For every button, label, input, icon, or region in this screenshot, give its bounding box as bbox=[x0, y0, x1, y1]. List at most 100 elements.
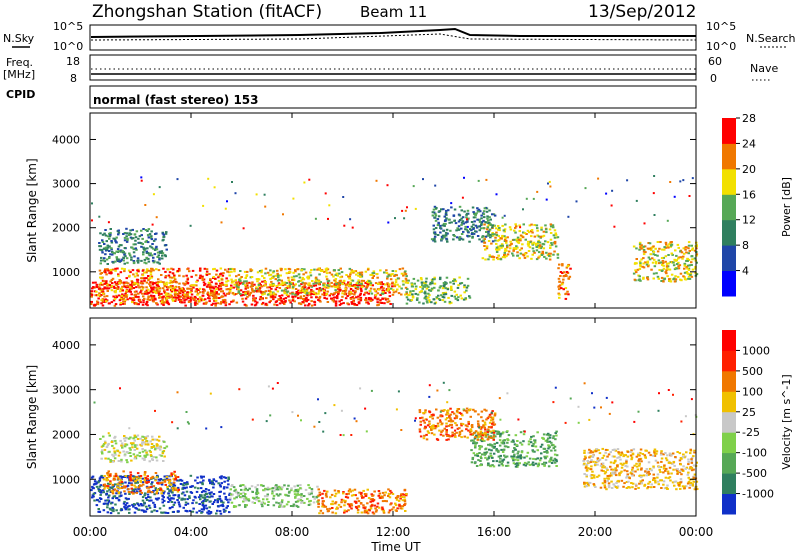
panel1-scatter-cell bbox=[346, 283, 349, 285]
panel1-scatter-cell bbox=[386, 276, 389, 278]
panel1-scatter-cell bbox=[158, 290, 161, 292]
panel1-scatter-cell bbox=[372, 277, 375, 279]
panel2-scatter-cell bbox=[689, 467, 692, 469]
panel2-scatter-cell bbox=[628, 487, 631, 489]
panel1-scatter-cell bbox=[182, 275, 185, 277]
panel1-scatter-cell bbox=[100, 260, 103, 262]
panel1-sparse-cell bbox=[264, 206, 266, 208]
panel1-scatter-cell bbox=[189, 288, 192, 290]
panel2-scatter-cell bbox=[190, 491, 193, 493]
panel1-scatter-cell bbox=[265, 268, 268, 270]
panel2-scatter-cell bbox=[503, 449, 506, 451]
panel1-scatter-cell bbox=[233, 284, 236, 286]
panel1-scatter-cell bbox=[208, 300, 211, 302]
panel2-scatter-cell bbox=[153, 485, 156, 487]
panel1-sparse-cell bbox=[152, 224, 154, 226]
panel1-scatter-cell bbox=[326, 291, 329, 293]
panel2-scatter-cell bbox=[200, 512, 203, 514]
panel2-scatter-cell bbox=[151, 458, 154, 460]
panel1-scatter-cell bbox=[111, 282, 114, 284]
panel1-scatter-cell bbox=[663, 268, 666, 270]
panel2-scatter-cell bbox=[550, 450, 553, 452]
panel1-scatter-cell bbox=[126, 262, 129, 264]
panel2-scatter-cell bbox=[511, 441, 513, 443]
panel1-scatter-cell bbox=[407, 280, 410, 282]
panel2-scatter-cell bbox=[128, 491, 131, 493]
panel1-scatter-cell bbox=[445, 235, 448, 237]
panel2-scatter-cell bbox=[342, 492, 345, 494]
panel1-scatter-cell bbox=[357, 296, 360, 298]
panel1-scatter-cell bbox=[671, 274, 674, 276]
panel2-scatter-cell bbox=[604, 486, 607, 488]
panel2-scatter-cell bbox=[150, 454, 153, 456]
panel1-scatter-cell bbox=[434, 236, 437, 238]
panel1-scatter-cell bbox=[171, 277, 174, 279]
panel2-scatter-cell bbox=[508, 434, 511, 436]
panel1-scatter-cell bbox=[421, 282, 424, 284]
panel2-scatter-cell bbox=[532, 435, 535, 437]
panel1-scatter-cell bbox=[154, 233, 157, 235]
panel1-scatter-cell bbox=[683, 253, 686, 255]
panel1-scatter-cell bbox=[457, 284, 460, 286]
panel1-scatter-cell bbox=[492, 224, 495, 226]
panel1-scatter-cell bbox=[175, 281, 178, 283]
panel1-scatter-cell bbox=[555, 245, 558, 247]
panel1-scatter-cell bbox=[520, 235, 523, 237]
panel1-scatter-cell bbox=[504, 248, 507, 250]
panel1-scatter-cell bbox=[304, 286, 307, 288]
panel1-scatter-cell bbox=[674, 275, 677, 277]
panel1-scatter-cell bbox=[478, 209, 481, 211]
panel2-scatter-cell bbox=[190, 475, 193, 477]
panel1-scatter-cell bbox=[455, 229, 458, 231]
panel1-scatter-cell bbox=[151, 238, 154, 240]
panel1-scatter-cell bbox=[246, 282, 249, 284]
panel2-scatter-cell bbox=[223, 493, 226, 495]
panel1-scatter-cell bbox=[147, 289, 150, 291]
panel2-scatter-cell bbox=[108, 495, 111, 497]
panel2-scatter-cell bbox=[107, 487, 110, 489]
panel1-scatter-cell bbox=[395, 281, 398, 283]
panel1-scatter-cell bbox=[513, 239, 516, 241]
panel1-scatter-cell bbox=[341, 296, 344, 298]
panel1-scatter-cell bbox=[121, 250, 124, 252]
panel1-scatter-cell bbox=[439, 225, 442, 227]
panel2-scatter-cell bbox=[543, 448, 546, 450]
panel1-scatter-cell bbox=[401, 273, 404, 275]
panel1-scatter-cell bbox=[232, 300, 235, 302]
panel2-scatter-cell bbox=[267, 501, 270, 503]
panel2-scatter-cell bbox=[132, 492, 135, 494]
panel2-scatter-cell bbox=[283, 505, 286, 507]
panel1-scatter-cell bbox=[281, 280, 284, 282]
panel1-scatter-cell bbox=[504, 237, 507, 239]
panel1-scatter-cell bbox=[199, 296, 202, 298]
panel1-scatter-cell bbox=[490, 219, 493, 221]
panel2-scatter-cell bbox=[127, 509, 130, 511]
panel1-scatter-cell bbox=[151, 297, 154, 299]
panel1-scatter-cell bbox=[246, 271, 249, 273]
panel2-scatter-cell bbox=[638, 465, 641, 467]
panel1-scatter-cell bbox=[552, 254, 555, 256]
panel1-scatter-cell bbox=[657, 241, 660, 243]
panel2-scatter-cell bbox=[152, 446, 155, 448]
panel1-scatter-cell bbox=[346, 295, 349, 297]
panel2-scatter-cell bbox=[647, 483, 650, 485]
panel2-scatter-cell bbox=[202, 490, 205, 492]
panel1-scatter-cell bbox=[469, 228, 472, 230]
panel2-scatter-cell bbox=[171, 506, 174, 508]
panel1-scatter-cell bbox=[214, 286, 217, 288]
panel2-scatter-cell bbox=[99, 486, 102, 488]
panel1-scatter-cell bbox=[464, 228, 467, 230]
panel1-scatter-cell bbox=[199, 268, 202, 270]
panel1-scatter-cell bbox=[442, 208, 445, 210]
panel2-scatter-cell bbox=[202, 480, 205, 482]
panel2-scatter-cell bbox=[119, 481, 122, 483]
panel2-scatter-cell bbox=[499, 435, 502, 437]
panel1-scatter-cell bbox=[434, 303, 437, 305]
panel1-scatter-cell bbox=[258, 278, 261, 280]
panel1-scatter-cell bbox=[332, 276, 335, 278]
panel2-scatter-cell bbox=[647, 486, 650, 488]
panel1-scatter-cell bbox=[95, 286, 98, 288]
panel1-scatter-cell bbox=[445, 293, 448, 295]
panel2-scatter-cell bbox=[208, 510, 211, 512]
panel2-scatter-cell bbox=[114, 504, 117, 506]
